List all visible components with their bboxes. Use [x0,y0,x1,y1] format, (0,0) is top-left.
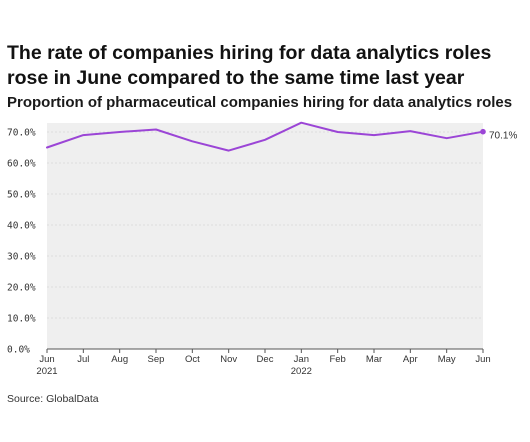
x-tick-label: Jan [294,354,309,365]
x-tick-label: Jul [77,354,89,365]
y-tick-label: 60.0% [7,159,36,170]
series-group: 70.1% [46,121,517,152]
y-tick-label: 40.0% [7,221,36,232]
y-tick-label: 10.0% [7,314,36,325]
x-tick-label: Apr [403,354,418,365]
series-end-point [480,128,486,135]
y-tick-label: 50.0% [7,190,36,201]
x-tick-label: Feb [329,354,345,365]
y-tick-label: 0.0% [7,345,30,356]
x-tick-label: Aug [111,354,128,365]
x-tick-year-label: 2021 [36,366,57,377]
source-note: Source: GlobalData [7,393,99,405]
plot-background [47,123,483,349]
plot-area [47,123,483,349]
y-tick-label: 70.0% [7,128,36,139]
x-tick-year-label: 2022 [291,366,312,377]
x-tick-label: Nov [220,354,237,365]
y-tick-label: 20.0% [7,283,36,294]
chart-title: The rate of companies hiring for data an… [7,42,492,89]
y-axis: 0.0% 10.0% 20.0% 30.0% 40.0% 50.0% 60.0% 70.0% [7,128,36,356]
x-tick-label: Dec [257,354,274,365]
series-line [46,121,484,152]
x-tick-label: Mar [366,354,382,365]
x-tick-label: Jun [39,354,54,365]
x-tick-label: Jun [475,354,490,365]
x-tick-label: May [438,354,456,365]
x-tick-label: Oct [185,354,200,365]
y-tick-label: 30.0% [7,252,36,263]
chart-subtitle: Proportion of pharmaceutical companies h… [7,94,513,111]
x-tick-label: Sep [148,354,165,365]
series-end-label: 70.1% [489,131,517,142]
